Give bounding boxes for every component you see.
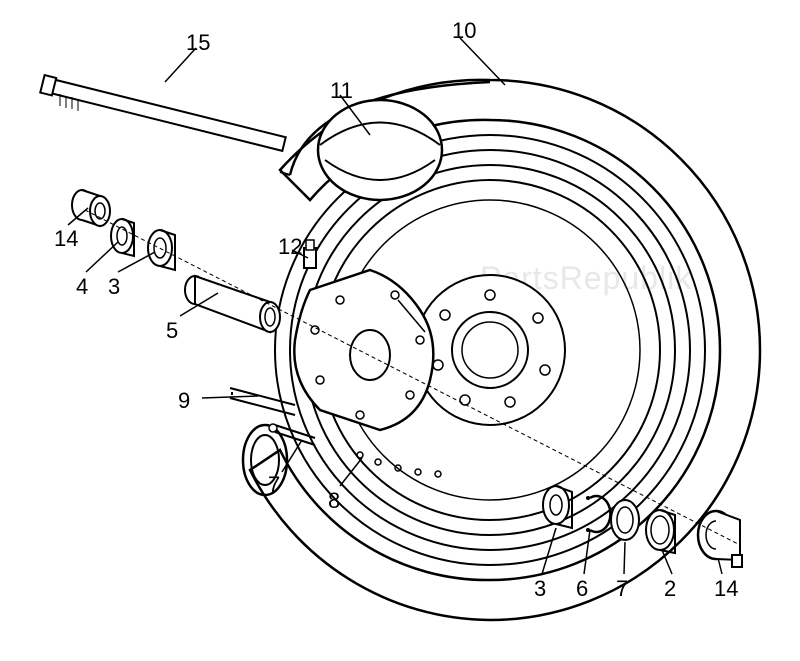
right-side-parts — [543, 486, 742, 567]
diagram-container: PartsRepublik — [0, 0, 800, 661]
valve-stem — [304, 240, 316, 268]
parts-diagram-svg — [0, 0, 800, 661]
tube-part — [318, 100, 442, 200]
brake-disc-carrier — [294, 270, 433, 430]
axle-shaft — [40, 75, 285, 151]
collar-part — [72, 190, 110, 226]
bearing-left — [148, 230, 175, 270]
seal-left — [111, 219, 134, 256]
